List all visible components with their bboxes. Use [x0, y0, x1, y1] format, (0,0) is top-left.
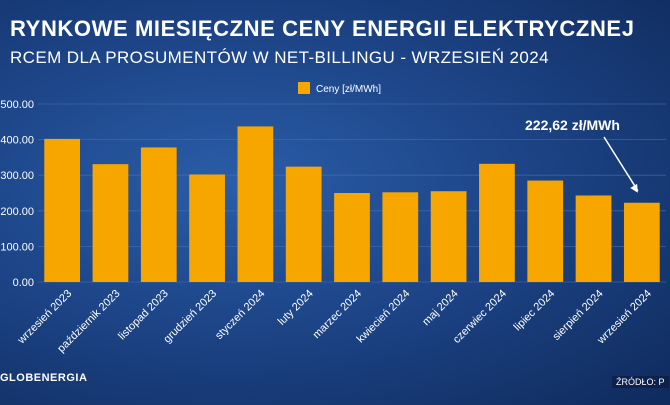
bar	[623, 202, 660, 282]
y-tick-label: 0.00	[13, 277, 34, 289]
source-note: ŹRÓDŁO: P	[612, 376, 669, 388]
x-tick-label: luty 2024	[276, 288, 316, 328]
bar	[237, 126, 274, 282]
bar	[575, 195, 612, 282]
y-tick-label: 200.00	[0, 206, 34, 218]
x-tick-label: styczeń 2024	[213, 288, 267, 342]
legend-swatch	[298, 82, 310, 94]
y-tick-label: 500.00	[0, 99, 34, 111]
chart-title: RYNKOWE MIESIĘCZNE CENY ENERGII ELEKTRYC…	[10, 16, 635, 41]
chart-subtitle: RCEM DLA PROSUMENTÓW W NET-BILLINGU - WR…	[10, 48, 549, 67]
bar	[334, 193, 370, 282]
annotation-arrowhead	[630, 183, 638, 193]
bar	[430, 191, 467, 282]
bar	[285, 166, 322, 282]
y-tick-label: 300.00	[0, 170, 34, 182]
bar	[382, 192, 419, 282]
y-tick-label: 100.00	[0, 241, 34, 253]
bars	[44, 126, 660, 282]
annotation-label: 222,62 zł/MWh	[525, 117, 620, 133]
brand-logo: GLOBENERGIA	[0, 372, 88, 384]
bar	[44, 138, 81, 282]
bar	[140, 147, 177, 282]
x-tick-label: maj 2024	[420, 288, 460, 328]
annotation-arrow-line	[603, 136, 639, 192]
annotation: 222,62 zł/MWh	[525, 117, 639, 193]
bar	[92, 164, 129, 282]
bar	[527, 180, 564, 282]
x-tick-label: marzec 2024	[311, 288, 364, 341]
bar	[189, 174, 225, 282]
legend: Ceny [zł/MWh]	[298, 82, 381, 95]
x-tick-label: lipiec 2024	[512, 288, 558, 334]
x-tick-label: listopad 2023	[116, 288, 171, 343]
y-tick-label: 400.00	[0, 135, 34, 147]
bar	[479, 163, 515, 282]
y-axis-ticks: 0.00 100.00 200.00 300.00 400.00 500.00	[0, 99, 34, 289]
legend-label: Ceny [zł/MWh]	[316, 84, 381, 95]
